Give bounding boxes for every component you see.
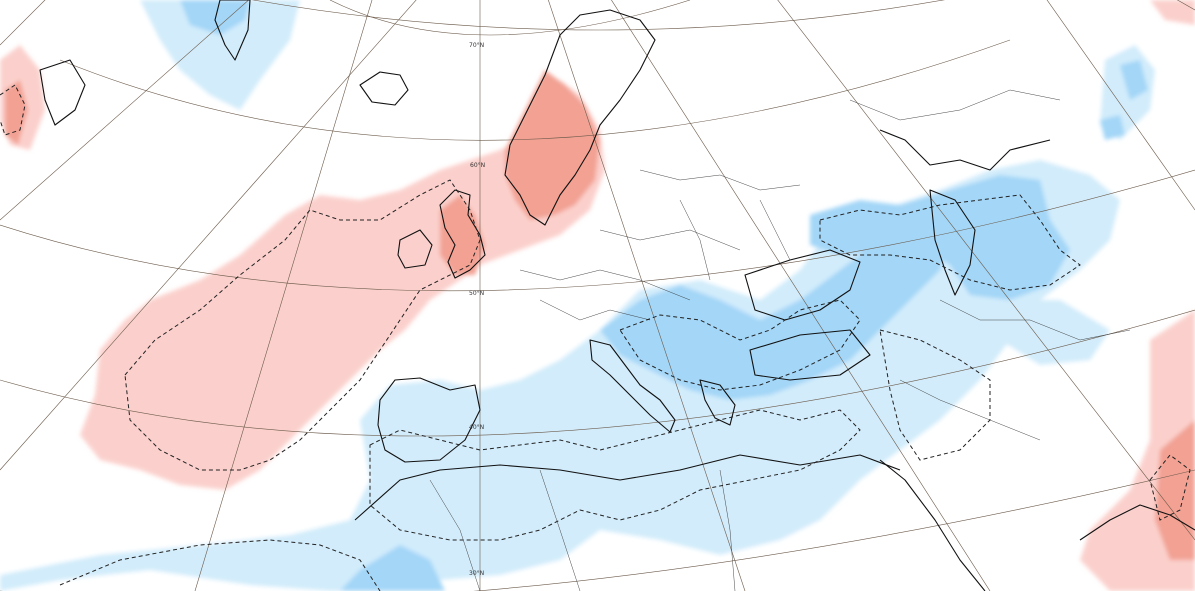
border-line: [429, 479, 481, 591]
meridian-line: [1046, 0, 1195, 211]
border-line: [939, 299, 1131, 341]
coastline-turkey: [749, 329, 871, 381]
coastline-caspian: [929, 189, 976, 296]
meridian-line: [0, 0, 250, 221]
parallel-line: [0, 309, 1195, 437]
lat-label-60: 60°N: [470, 162, 485, 169]
coastline-iceland: [359, 71, 409, 106]
border-line: [759, 199, 791, 261]
border-line: [519, 269, 691, 301]
lat-label-30: 30°N: [469, 570, 484, 577]
coastline-black-sea: [744, 249, 861, 321]
border-line: [539, 299, 651, 321]
contour-warm-east: [1149, 454, 1191, 521]
meridian-line: [777, 0, 1195, 541]
cold-core-russia: [810, 175, 1070, 300]
meridian-line: [0, 0, 46, 46]
parallel-line: [329, 0, 691, 36]
contour-cold-south: [59, 539, 381, 591]
coastline-greenland-west: [39, 59, 86, 126]
lat-label-50: 50°N: [469, 290, 484, 297]
contour-cold-balkans: [619, 299, 861, 391]
contour-cold-russia: [819, 194, 1081, 291]
latitude-labels: 70°N 60°N 50°N 40°N 30°N: [469, 42, 485, 577]
anomaly-contours: [0, 84, 1191, 591]
parallel-line: [0, 169, 1195, 292]
border-line: [719, 469, 736, 591]
lat-label-70: 70°N: [469, 42, 484, 49]
parallel-line: [0, 469, 1195, 591]
warm-anomaly-atlantic: [80, 80, 605, 490]
cold-anomaly-caspian-east: [1000, 300, 1110, 365]
parallel-line: [59, 39, 1011, 141]
cold-anomaly-mediterranean: [0, 160, 1120, 591]
coastline-arctic-russia: [879, 129, 1051, 171]
borders: [429, 89, 1131, 591]
cold-core-balkans: [600, 220, 950, 400]
meridian-line: [611, 0, 991, 591]
coastline-greenland: [214, 0, 251, 61]
lat-label-40: 40°N: [469, 424, 484, 431]
contour-cold-mediterranean: [369, 409, 861, 541]
warm-core-east: [1155, 420, 1195, 560]
border-line: [899, 379, 1041, 441]
parallel-line: [252, 0, 945, 31]
coastline-greece: [699, 379, 736, 426]
border-line: [639, 169, 801, 191]
contour-greenland: [0, 84, 26, 136]
contour-cold-east: [879, 329, 991, 461]
cold-core-greenland: [180, 0, 250, 35]
cold-core-siberia-2: [1100, 115, 1125, 140]
border-line: [599, 229, 741, 251]
contour-warm-atlantic: [124, 179, 481, 471]
meridian-line: [194, 0, 373, 591]
border-line: [679, 199, 711, 281]
cold-core-atlantic-south: [340, 545, 445, 591]
coastlines: [39, 0, 1195, 591]
coastline-scandinavia: [504, 9, 656, 226]
coastline-gulf: [1079, 504, 1195, 541]
meridian-line: [0, 0, 417, 471]
coastline-britain: [439, 189, 486, 279]
coastline-italy: [589, 339, 676, 433]
coastline-ireland: [397, 229, 433, 269]
meridian-line: [548, 0, 746, 591]
cold-core-siberia: [1120, 60, 1148, 100]
cold-anomaly-greenland: [140, 0, 300, 110]
coastline-north-africa: [354, 454, 901, 521]
border-line: [539, 469, 581, 591]
warm-anomaly-arctic-ne: [1150, 0, 1195, 25]
coastline-red-sea: [879, 459, 986, 591]
border-line: [849, 89, 1061, 121]
meridian-line: [1176, 0, 1195, 11]
coastline-iberia: [377, 377, 481, 463]
warm-core-greenland: [5, 80, 28, 145]
